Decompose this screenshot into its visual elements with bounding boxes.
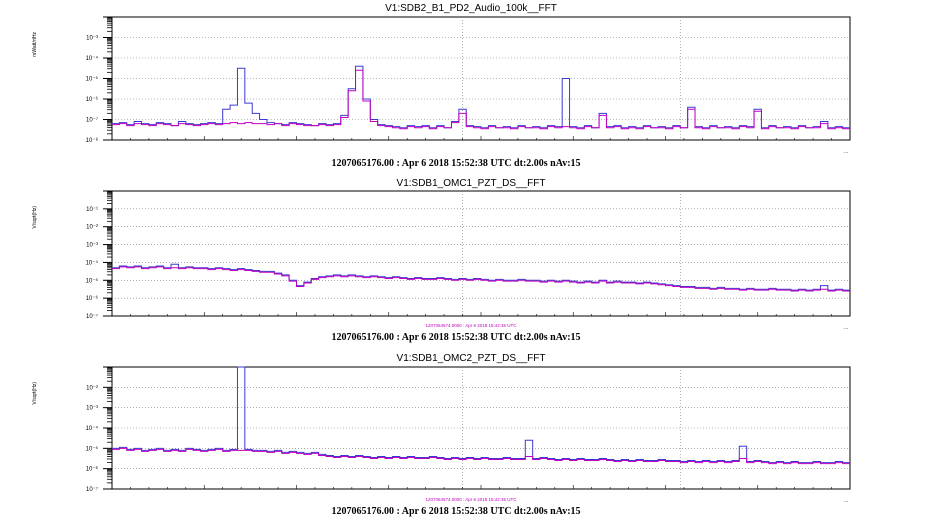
y-tick-label: 10⁻⁴ xyxy=(86,55,99,62)
series-line-2 xyxy=(112,447,850,465)
y-tick-label: 10⁻⁶ xyxy=(86,295,99,302)
series-line-1 xyxy=(112,263,850,291)
y-tick-label: 10⁻¹ xyxy=(86,207,98,213)
chart-panel-2: V1:SDB1_OMC1_PZT_DS__FFT V/sqrt(Hz) 10⁻¹ 10… xyxy=(0,175,942,350)
chart-footer: 1207065176.00 : Apr 6 2018 15:52:38 UTC … xyxy=(331,332,580,343)
y-tick-label: 10⁻⁴ xyxy=(86,425,99,432)
chart-2-svg: V1:SDB1_OMC1_PZT_DS__FFT V/sqrt(Hz) 10⁻¹ 10… xyxy=(32,178,851,343)
y-tick-label: 10⁻⁴ xyxy=(86,259,99,266)
x-axis-end-label: ... xyxy=(844,498,848,504)
y-axis-label: V/sqrt(Hz) xyxy=(32,206,38,229)
series-line-2 xyxy=(112,69,850,130)
x-axis-end-label: ... xyxy=(844,325,848,331)
chart-title: V1:SDB1_OMC1_PZT_DS__FFT xyxy=(397,178,546,189)
y-axis-label: mWatt/rtHz xyxy=(32,32,38,57)
y-tick-label: 10⁻⁷ xyxy=(86,313,98,320)
chart-1-svg: V1:SDB2_B1_PD2_Audio_100k__FFT mWatt/rtHz… xyxy=(32,3,851,169)
y-tick-label: 10⁻⁵ xyxy=(86,76,99,83)
chart-panel-1: V1:SDB2_B1_PD2_Audio_100k__FFT mWatt/rtHz… xyxy=(0,0,942,175)
y-tick-label: 10⁻² xyxy=(86,385,98,391)
chart-panel-3: V1:SDB1_OMC2_PZT_DS__FFT V/sqrt(Hz) 10⁻² 10… xyxy=(0,350,942,525)
y-tick-label: 10⁻⁶ xyxy=(86,466,99,473)
series-line-1 xyxy=(112,366,850,464)
plot-frame xyxy=(111,190,851,317)
y-tick-label: 10⁻³ xyxy=(86,36,98,42)
y-tick-label: 10⁻⁵ xyxy=(86,445,99,452)
y-axis-label: V/sqrt(Hz) xyxy=(32,382,38,405)
y-tick-label: 10⁻⁷ xyxy=(86,486,98,493)
y-tick-label: 10⁻⁷ xyxy=(86,117,98,124)
reference-timestamp-label: 1207064574.0000 : Apr 6 2018 15:42:36 UT… xyxy=(425,497,517,502)
y-tick-label: 10⁻² xyxy=(86,225,98,231)
chart-3-svg: V1:SDB1_OMC2_PZT_DS__FFT V/sqrt(Hz) 10⁻² 10… xyxy=(32,353,851,517)
chart-title: V1:SDB1_OMC2_PZT_DS__FFT xyxy=(397,353,546,364)
reference-timestamp-label: 1207064574.0000 : Apr 6 2018 15:42:36 UT… xyxy=(425,323,517,328)
x-axis-end-label: ... xyxy=(844,149,848,155)
chart-title: V1:SDB2_B1_PD2_Audio_100k__FFT xyxy=(385,3,557,14)
series-line-2 xyxy=(112,266,850,292)
y-tick-label: 10⁻⁶ xyxy=(86,96,99,103)
y-tick-label: 10⁻⁵ xyxy=(86,277,99,284)
chart-footer: 1207065176.00 : Apr 6 2018 15:52:38 UTC … xyxy=(331,158,580,169)
series-line-1 xyxy=(112,65,850,129)
y-tick-label: 10⁻⁸ xyxy=(86,137,99,144)
y-tick-label: 10⁻³ xyxy=(86,406,98,412)
chart-footer: 1207065176.00 : Apr 6 2018 15:52:38 UTC … xyxy=(331,506,580,517)
y-tick-label: 10⁻³ xyxy=(86,243,98,249)
